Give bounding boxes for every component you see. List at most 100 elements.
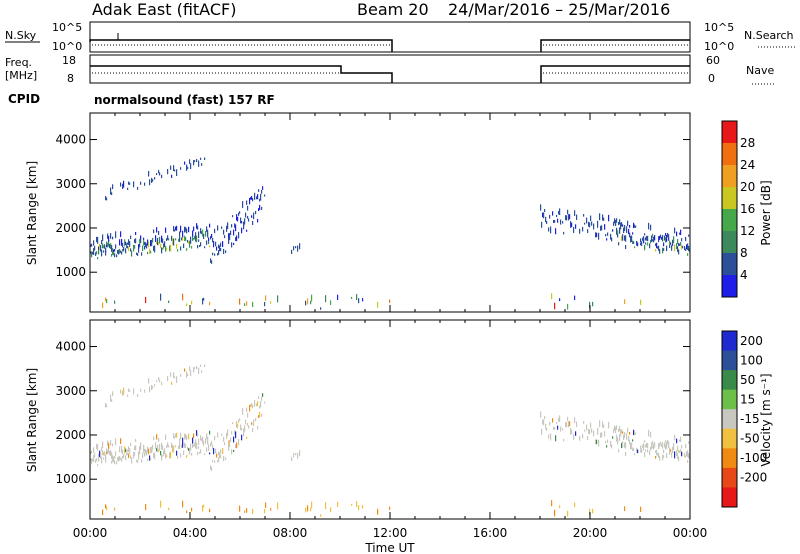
echo-cell — [574, 295, 576, 301]
echo-cell — [616, 425, 618, 430]
echo-cell — [193, 367, 195, 373]
echo-cell — [627, 220, 629, 227]
echo-cell — [130, 442, 132, 447]
echo-cell — [644, 451, 646, 458]
echo-cell — [148, 377, 150, 384]
echo-cell — [186, 371, 188, 378]
echo-cell — [165, 246, 167, 252]
echo-cell — [218, 457, 220, 462]
echo-cell — [244, 510, 246, 514]
echo-cell — [621, 235, 623, 242]
echo-cell — [574, 502, 576, 508]
echo-cell — [163, 452, 165, 456]
echo-cell — [175, 433, 177, 438]
echo-cell — [216, 453, 218, 458]
echo-cell — [223, 248, 225, 255]
echo-cell — [629, 225, 631, 228]
echo-cell — [656, 449, 658, 456]
colorbar-frame — [721, 120, 738, 298]
echo-cell — [90, 244, 92, 247]
echo-cell — [549, 421, 551, 426]
echo-cell — [184, 433, 186, 440]
echo-cell — [193, 237, 195, 240]
echo-cell — [187, 166, 189, 169]
echo-cell — [646, 442, 648, 448]
echo-cell — [144, 448, 146, 452]
velocity-colorbar-tick: 100 — [740, 353, 763, 367]
echo-cell — [127, 245, 129, 249]
echo-cell — [598, 232, 600, 240]
echo-cell — [176, 376, 178, 383]
echo-cell — [673, 236, 675, 244]
echo-cell — [214, 435, 216, 441]
echo-cell — [203, 233, 205, 239]
echo-cell — [208, 241, 210, 245]
echo-cell — [668, 234, 670, 241]
echo-cell — [117, 250, 119, 254]
echo-cell — [238, 232, 240, 239]
echo-cell — [103, 452, 105, 456]
echo-cell — [180, 453, 182, 458]
echo-cell — [205, 438, 207, 444]
echo-cell — [115, 451, 117, 456]
echo-cell — [356, 294, 358, 301]
echo-cell — [558, 210, 560, 215]
echo-cell — [630, 442, 632, 450]
echo-cell — [619, 434, 621, 441]
echo-cell — [161, 235, 163, 243]
echo-cell — [190, 370, 192, 377]
velocity-colorbar-tick: -15 — [740, 412, 760, 426]
echo-cell — [114, 507, 116, 511]
echo-cell — [159, 379, 161, 383]
echo-cell — [546, 220, 548, 225]
echo-cell — [114, 253, 116, 258]
echo-cell — [293, 246, 295, 251]
echo-cell — [649, 450, 651, 456]
echo-cell — [184, 235, 186, 241]
echo-cell — [559, 415, 561, 423]
echo-cell — [154, 245, 156, 253]
echo-cell — [264, 194, 266, 197]
nsky-label: N.Sky — [5, 29, 37, 42]
echo-cell — [640, 238, 642, 243]
echo-cell — [560, 426, 562, 432]
power-colorbar-tick: 12 — [740, 224, 755, 238]
echo-cell — [133, 181, 135, 188]
echo-cell — [597, 220, 599, 228]
echo-cell — [669, 447, 671, 453]
echo-cell — [137, 186, 139, 190]
echo-cell — [611, 237, 613, 242]
echo-cell — [684, 246, 686, 251]
echo-cell — [673, 443, 675, 451]
echo-cell — [126, 246, 128, 248]
freq-unit-label: [MHz] — [5, 69, 37, 82]
echo-cell — [653, 236, 655, 243]
echo-cell — [106, 404, 108, 408]
echo-cell — [611, 444, 613, 449]
echo-cell — [668, 441, 670, 448]
echo-cell — [193, 160, 195, 166]
echo-cell — [128, 446, 130, 452]
echo-cell — [652, 233, 654, 238]
echo-cell — [542, 212, 544, 218]
echo-cell — [674, 244, 676, 252]
echo-cell — [122, 249, 124, 252]
echo-cell — [617, 230, 619, 235]
echo-cell — [574, 210, 576, 216]
echo-cell — [212, 252, 214, 256]
echo-cell — [590, 422, 592, 429]
echo-cell — [139, 450, 141, 455]
echo-cell — [258, 396, 260, 399]
echo-cell — [325, 502, 327, 510]
echo-cell — [548, 227, 550, 232]
echo-cell — [158, 449, 160, 452]
echo-cell — [162, 247, 164, 250]
echo-cell — [320, 514, 322, 517]
echo-cell — [246, 229, 248, 232]
echo-cell — [607, 439, 609, 443]
echo-cell — [202, 229, 204, 237]
echo-cell — [228, 444, 230, 451]
echo-cell — [101, 240, 103, 245]
echo-cell — [209, 430, 211, 435]
echo-cell — [97, 257, 99, 260]
